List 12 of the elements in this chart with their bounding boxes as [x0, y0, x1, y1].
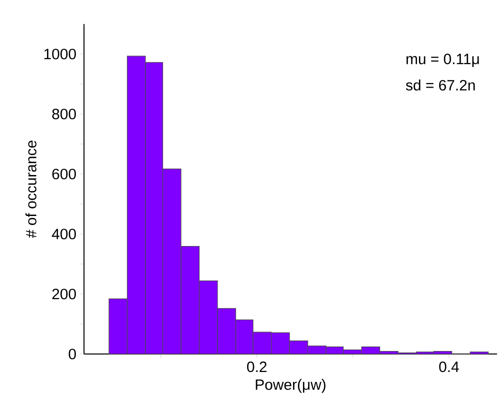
y-tick-label: 0 — [68, 348, 76, 360]
x-tick-label: 0.2 — [247, 362, 267, 372]
annotation: sd = 67.2n — [406, 80, 475, 91]
x-axis-title: Power(μw) — [256, 378, 326, 393]
annotation: mu = 0.11μ — [406, 54, 479, 67]
y-tick-label: 200 — [52, 288, 76, 300]
y-tick-label: 1000 — [44, 48, 76, 60]
y-tick-label: 400 — [52, 228, 76, 240]
y-tick-label: 800 — [52, 108, 76, 120]
y-axis-title: # of occurance — [25, 140, 36, 238]
x-tick-label: 0.4 — [439, 362, 459, 372]
y-tick-label: 600 — [52, 168, 76, 180]
